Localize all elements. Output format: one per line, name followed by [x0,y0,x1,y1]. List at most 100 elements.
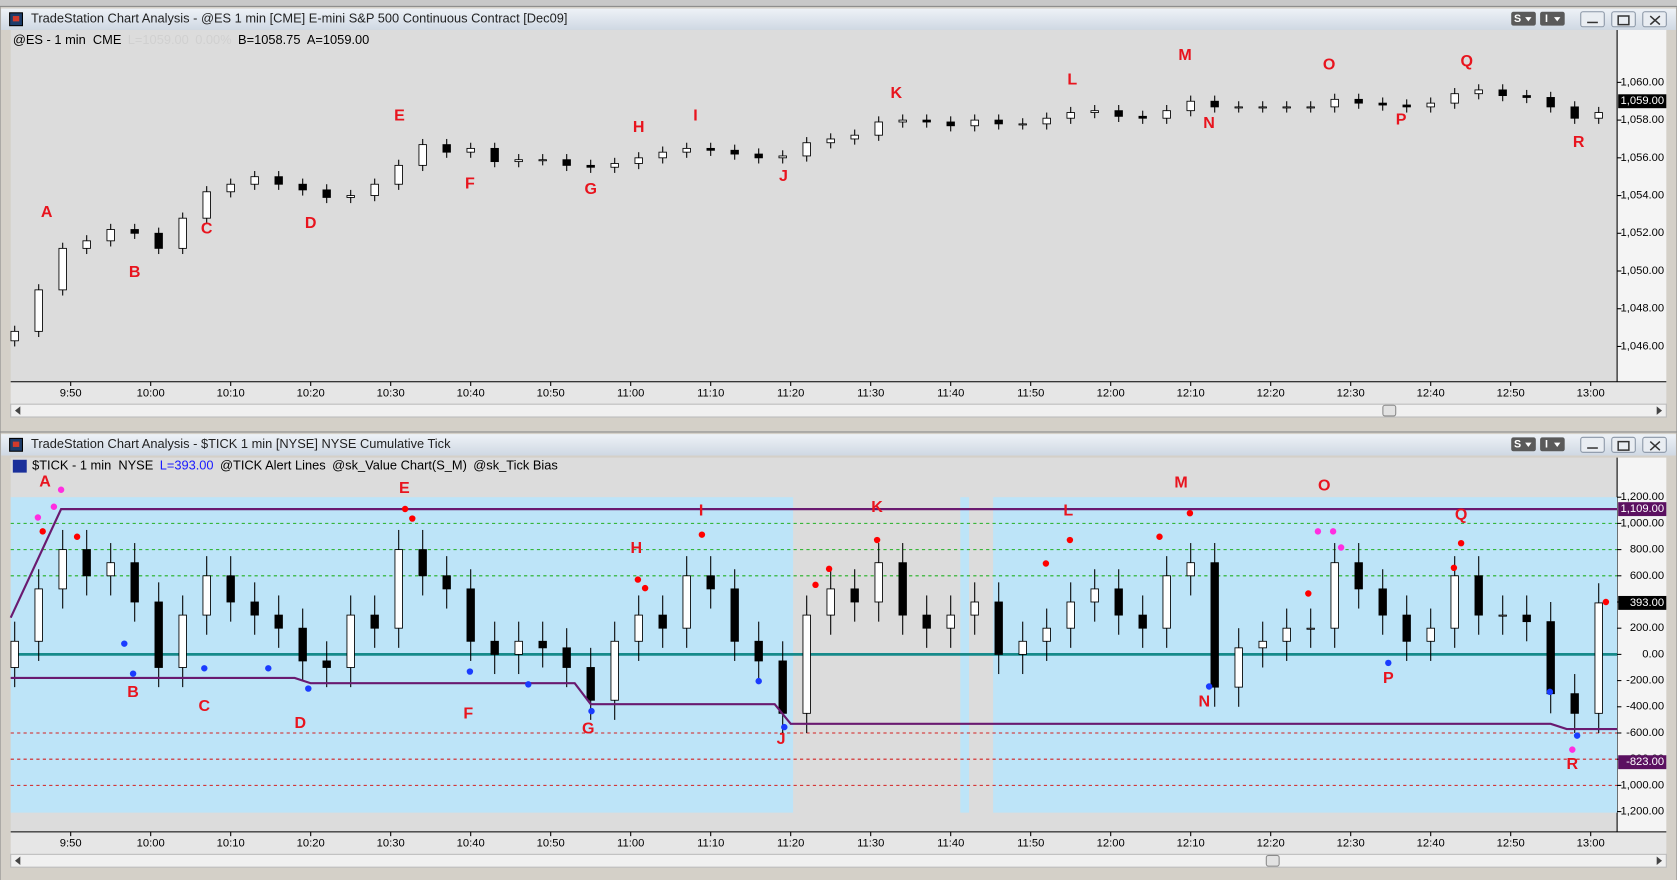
scroll-left-arrow[interactable] [14,856,21,866]
wave-label: H [633,118,645,136]
candle-body [946,614,955,629]
candle-body [1450,575,1459,629]
candle-body [274,614,283,629]
candle-body [82,549,91,577]
x-tick-label: 11:30 [857,838,884,850]
candle-body [226,575,235,603]
candle-body [730,149,739,155]
header-label: @sk_Value Chart(S_M) [332,458,467,473]
toolbar-button[interactable] [1511,437,1536,452]
candle-body [106,229,115,242]
scrollbar-thumb[interactable] [1382,404,1397,417]
candle-body [1258,640,1267,649]
candle-body [970,601,979,616]
candle-body [826,588,835,616]
window-minimize-bg [1580,11,1605,28]
candle-body [730,588,739,642]
signal-dot [1546,688,1554,696]
candle-body [1522,95,1531,98]
wave-label: I [699,501,703,519]
x-tick-label: 10:30 [377,387,405,399]
window-close[interactable] [1642,11,1667,28]
candle-body [922,614,931,629]
candle-body [610,640,619,701]
signal-dot [57,486,65,493]
signal-dot [265,665,272,672]
x-tick-label: 9:50 [60,838,82,850]
candle-body [1546,97,1555,108]
signal-dot [825,565,833,573]
candle-body [1282,106,1291,109]
signal-dot [121,640,128,647]
window-close-glyph [1649,441,1661,451]
window-close[interactable] [1642,436,1667,453]
candle-body [1354,98,1363,104]
candle-body [586,667,595,701]
candle-body [970,119,979,127]
wave-label: D [295,714,307,732]
scrollbar-track[interactable] [10,403,1667,418]
window-minimize[interactable] [1580,11,1605,28]
scrollbar-track[interactable] [10,853,1667,868]
candle-body [850,134,859,140]
window-maximize[interactable] [1611,436,1636,453]
candle-body [898,562,907,616]
signal-dot [401,505,409,513]
window-minimize[interactable] [1580,436,1605,453]
price-axis-background [1617,29,1667,382]
candle-body [1402,104,1411,108]
candle-body [418,549,427,577]
candle-body [778,155,787,159]
candle-body [250,176,259,185]
scrollbar-thumb[interactable] [1265,854,1280,867]
signal-dot [129,670,137,677]
candle-body [1234,647,1243,688]
scroll-left-arrow[interactable] [14,406,21,415]
scroll-right-arrow[interactable] [1656,406,1663,415]
candle-body [634,157,643,164]
signal-dot [201,665,208,672]
x-tick-label: 12:20 [1257,387,1285,399]
candle-body [874,121,883,136]
dropdown-arrow [1554,17,1561,22]
toolbar-button[interactable] [1540,437,1565,452]
symbol-icon [12,459,27,473]
candle-body [1378,102,1387,106]
x-tick-label: 12:40 [1417,387,1445,399]
candle-body [682,147,691,153]
signal-dot [50,503,58,510]
candle-body [706,147,715,151]
x-tick-label: 10:00 [137,838,165,850]
candle-body [202,575,211,616]
candle-body [154,232,163,249]
signal-dot [1450,564,1458,572]
toolbar-button[interactable] [1511,11,1536,26]
candle-body [394,164,403,185]
candle-body [1066,112,1075,119]
header-label: $TICK - 1 min NYSE [32,458,153,473]
wave-label: A [39,473,51,491]
app-icon-inner [12,16,20,22]
candle-body [370,183,379,196]
toolbar-button-label: I [1545,439,1548,451]
signal-dot [305,685,312,692]
candle-body [562,159,571,166]
signal-dot [1186,509,1194,517]
signal-dot [781,723,788,731]
candle-body [10,640,19,668]
candle-body [298,627,307,662]
x-tick-label: 12:40 [1417,838,1445,850]
candle-body [1282,627,1291,642]
chart-window: TradeStation Chart Analysis - $TICK 1 mi… [0,431,1677,880]
toolbar-button-label: S [1514,439,1521,451]
x-tick-label: 12:30 [1337,387,1365,399]
scroll-right-arrow[interactable] [1656,856,1663,866]
window-maximize[interactable] [1611,11,1636,28]
toolbar-button[interactable] [1540,11,1565,26]
y-tick-label: 1,046.00 [1620,340,1664,352]
candle-body [130,562,139,603]
candle-body [82,240,91,249]
x-tick-label: 13:00 [1577,838,1605,850]
candle-body [1258,106,1267,109]
price-label: 1,109.00 [1620,503,1664,515]
